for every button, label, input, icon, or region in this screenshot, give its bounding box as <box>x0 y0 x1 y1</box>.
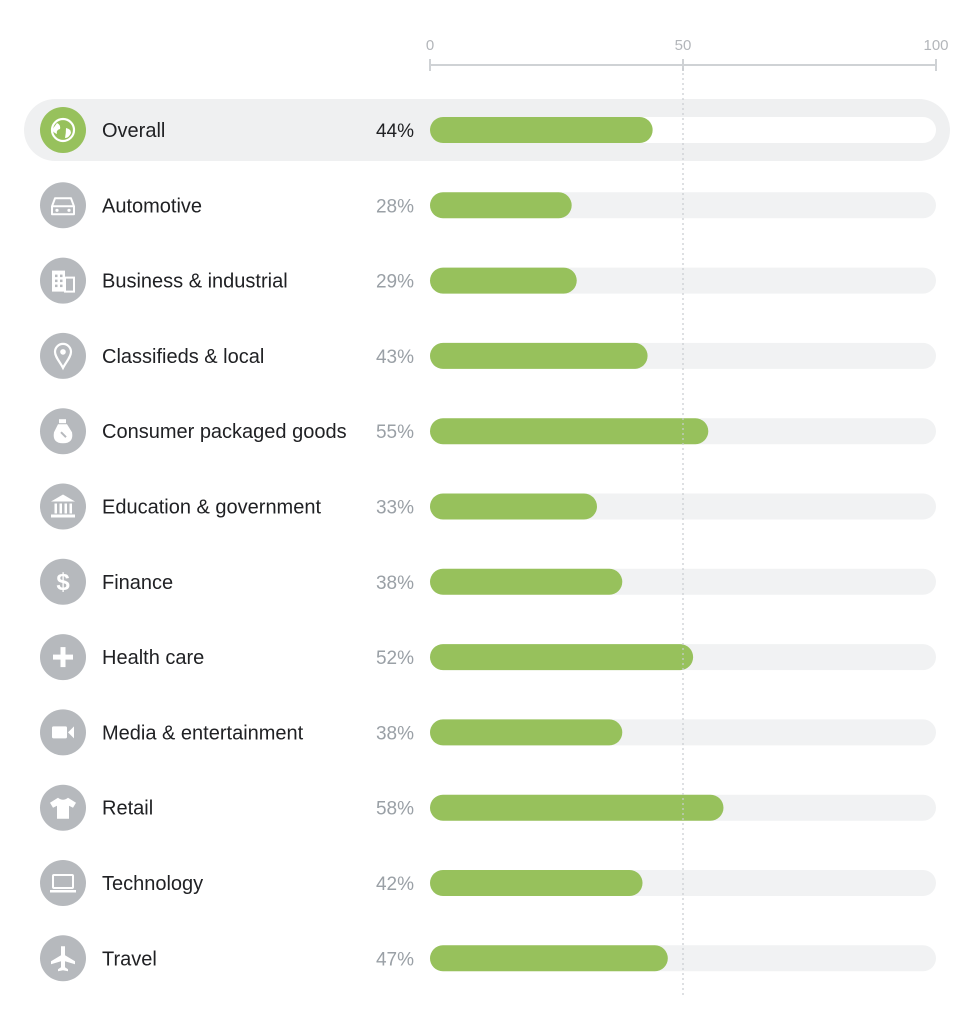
icon-badge <box>40 107 86 153</box>
category-label: Finance <box>102 572 173 594</box>
category-label: Overall <box>102 120 165 142</box>
value-label: 33% <box>376 498 414 519</box>
category-label: Classifieds & local <box>102 346 264 368</box>
bar <box>430 192 572 219</box>
category-label: Automotive <box>102 195 202 217</box>
bar-row: Travel 47% <box>40 935 936 982</box>
building-icon <box>52 270 75 293</box>
value-label: 55% <box>376 422 414 443</box>
bar-row: Education & government 33% <box>40 483 936 530</box>
value-label: 42% <box>376 874 414 895</box>
bar <box>430 945 668 972</box>
bar-row: Health care 52% <box>40 634 936 681</box>
location-pin-icon <box>53 342 73 371</box>
value-label: 58% <box>376 799 414 820</box>
bottle-icon <box>53 419 73 444</box>
category-label: Health care <box>102 647 204 669</box>
value-label: 38% <box>376 573 414 594</box>
bar <box>430 870 643 896</box>
x-tick-label: 100 <box>923 37 948 54</box>
bar-row: $ Finance 38% <box>40 558 936 605</box>
car-icon <box>51 197 75 216</box>
x-tick-label: 50 <box>675 37 692 54</box>
value-label: 28% <box>376 196 414 217</box>
tshirt-icon <box>50 797 76 819</box>
svg-text:$: $ <box>56 569 70 596</box>
category-label: Education & government <box>102 497 321 519</box>
category-label: Business & industrial <box>102 271 288 293</box>
value-label: 47% <box>376 949 414 970</box>
airplane-icon <box>51 946 75 972</box>
category-label: Media & entertainment <box>102 722 304 744</box>
x-tick-label: 0 <box>426 37 434 54</box>
dollar-icon: $ <box>56 569 70 596</box>
icon-badge <box>40 860 86 906</box>
value-label: 38% <box>376 723 414 744</box>
category-label: Technology <box>102 873 203 895</box>
laptop-icon <box>50 874 76 893</box>
category-label: Travel <box>102 948 157 970</box>
category-label: Consumer packaged goods <box>102 421 347 443</box>
bar <box>430 568 623 595</box>
bar-row: Consumer packaged goods 55% <box>40 408 936 455</box>
bar-row: Classifieds & local 43% <box>40 332 936 379</box>
bar-row: Business & industrial 29% <box>40 257 936 304</box>
bar-row: Automotive 28% <box>40 182 936 229</box>
chart-rows: Overall 44% Automotive 28% Business & indust… <box>40 107 936 982</box>
bar <box>430 794 724 821</box>
value-label: 43% <box>376 347 414 368</box>
value-label: 44% <box>376 121 414 142</box>
globe-icon <box>50 117 76 143</box>
bar <box>430 493 597 520</box>
bar <box>430 719 623 746</box>
bar-row: Media & entertainment 38% <box>40 709 936 756</box>
bar <box>430 644 694 671</box>
bar-row: Retail 58% <box>40 784 936 831</box>
category-label: Retail <box>102 798 153 820</box>
bar <box>430 418 709 445</box>
bar-row: Technology 42% <box>40 860 936 906</box>
video-camera-icon <box>52 726 74 739</box>
bar <box>430 267 577 294</box>
bar <box>430 342 648 369</box>
x-axis: 0 50 100 <box>426 37 949 71</box>
icon-badge <box>40 332 86 379</box>
icon-badge <box>40 483 86 530</box>
icon-badge <box>40 558 86 605</box>
bar <box>430 117 653 143</box>
bank-icon <box>51 494 75 518</box>
plus-icon <box>53 647 73 668</box>
value-label: 29% <box>376 272 414 293</box>
value-label: 52% <box>376 648 414 669</box>
